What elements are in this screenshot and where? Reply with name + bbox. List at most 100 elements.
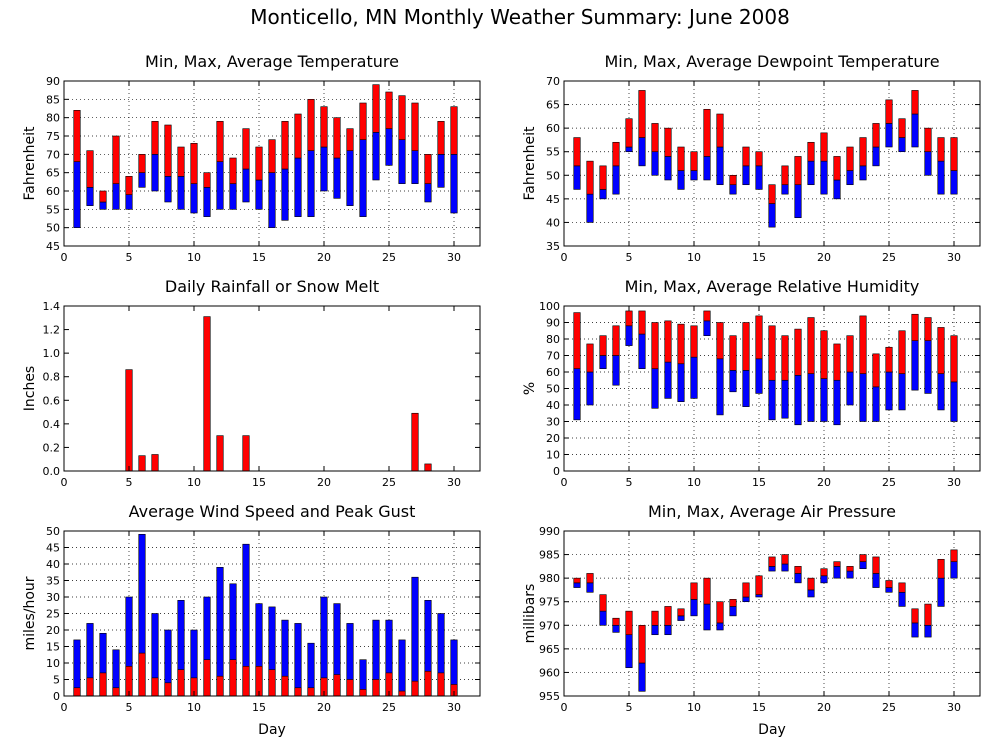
min-avg-bar <box>729 606 737 617</box>
min-avg-bar <box>450 154 458 214</box>
min-avg-bar <box>716 622 724 631</box>
x-tick-label: 30 <box>947 251 961 264</box>
avg-max-bar <box>924 127 932 153</box>
avg-max-bar <box>768 556 776 567</box>
min-avg-bar <box>768 203 776 228</box>
min-avg-bar <box>729 370 737 393</box>
avg-max-bar <box>924 317 932 341</box>
x-tick-label: 5 <box>626 251 633 264</box>
avg-max-bar <box>372 84 380 133</box>
min-avg-bar <box>281 168 289 221</box>
avg-max-bar <box>99 190 107 203</box>
y-tick-label: 0.2 <box>43 441 61 454</box>
avg-max-bar <box>872 556 880 574</box>
y-tick-label: 45 <box>46 240 60 253</box>
y-tick-label: 50 <box>546 169 560 182</box>
y-tick-label: 90 <box>46 75 60 88</box>
avg-max-bar <box>638 90 646 138</box>
avg-wind-bar <box>424 670 432 697</box>
min-avg-bar <box>112 183 120 210</box>
avg-max-bar <box>937 137 945 162</box>
avg-max-bar <box>625 118 633 148</box>
min-avg-bar <box>820 575 828 584</box>
y-tick-label: 45 <box>46 542 60 555</box>
avg-max-bar <box>320 106 328 148</box>
avg-max-bar <box>450 106 458 155</box>
min-avg-bar <box>820 160 828 195</box>
min-avg-bar <box>216 161 224 210</box>
avg-max-bar <box>846 566 854 572</box>
min-avg-bar <box>768 566 776 572</box>
avg-max-bar <box>885 580 893 588</box>
avg-max-bar <box>664 606 672 626</box>
avg-max-bar <box>411 102 419 151</box>
avg-max-bar <box>950 137 958 171</box>
y-tick-label: 70 <box>46 148 60 161</box>
min-avg-bar <box>794 374 802 426</box>
min-avg-bar <box>625 634 633 669</box>
x-tick-label: 20 <box>817 701 831 714</box>
avg-max-bar <box>924 603 932 626</box>
avg-max-bar <box>872 123 880 148</box>
min-avg-bar <box>742 596 750 603</box>
min-avg-bar <box>573 582 581 588</box>
y-tick-label: 35 <box>546 240 560 253</box>
x-tick-label: 25 <box>382 701 396 714</box>
y-tick-label: 80 <box>46 112 60 125</box>
min-avg-bar <box>333 157 341 199</box>
min-avg-bar <box>690 170 698 181</box>
avg-max-bar <box>755 575 763 595</box>
min-avg-bar <box>781 563 789 572</box>
avg-max-bar <box>281 121 289 170</box>
min-avg-bar <box>599 355 607 369</box>
chart-temperature: Min, Max, Average Temperature45505560657… <box>22 52 481 264</box>
x-tick-label: 25 <box>382 251 396 264</box>
y-tick-label: 0.0 <box>43 465 61 478</box>
avg-max-bar <box>846 335 854 373</box>
avg-max-bar <box>820 132 828 162</box>
avg-wind-bar <box>346 679 354 697</box>
avg-wind-bar <box>138 652 146 697</box>
min-avg-bar <box>742 165 750 186</box>
y-axis-label: miles/hour <box>22 576 38 650</box>
x-tick-label: 0 <box>61 251 68 264</box>
min-avg-bar <box>703 156 711 181</box>
avg-max-bar <box>742 582 750 598</box>
y-tick-label: 5 <box>53 674 60 687</box>
x-tick-label: 25 <box>882 701 896 714</box>
min-avg-bar <box>885 371 893 411</box>
avg-max-bar <box>911 90 919 115</box>
avg-max-bar <box>794 156 802 186</box>
min-avg-bar <box>242 168 250 203</box>
avg-wind-bar <box>86 677 94 697</box>
x-tick-label: 15 <box>252 251 266 264</box>
figure-title: Monticello, MN Monthly Weather Summary: … <box>250 5 790 29</box>
avg-max-bar <box>573 312 581 370</box>
avg-max-bar <box>203 172 211 188</box>
x-tick-label: 5 <box>126 251 133 264</box>
min-avg-bar <box>677 615 685 621</box>
avg-max-bar <box>768 184 776 204</box>
min-avg-bar <box>138 172 146 188</box>
avg-max-bar <box>359 102 367 140</box>
chart-title: Min, Max, Average Air Pressure <box>648 502 896 521</box>
avg-max-bar <box>885 346 893 373</box>
avg-max-bar <box>125 176 133 195</box>
y-tick-label: 970 <box>539 619 560 632</box>
min-avg-bar <box>872 146 880 167</box>
min-avg-bar <box>937 160 945 195</box>
avg-max-bar <box>703 577 711 605</box>
avg-wind-bar <box>437 672 445 697</box>
x-tick-label: 25 <box>882 476 896 489</box>
avg-max-bar <box>651 610 659 626</box>
avg-max-bar <box>229 157 237 184</box>
min-avg-bar <box>625 146 633 153</box>
avg-max-bar <box>190 143 198 184</box>
avg-max-bar <box>781 554 789 565</box>
avg-wind-bar <box>372 679 380 697</box>
avg-wind-bar <box>203 659 211 697</box>
avg-max-bar <box>833 343 841 381</box>
avg-max-bar <box>898 330 906 374</box>
avg-max-bar <box>573 137 581 167</box>
min-avg-bar <box>755 165 763 190</box>
